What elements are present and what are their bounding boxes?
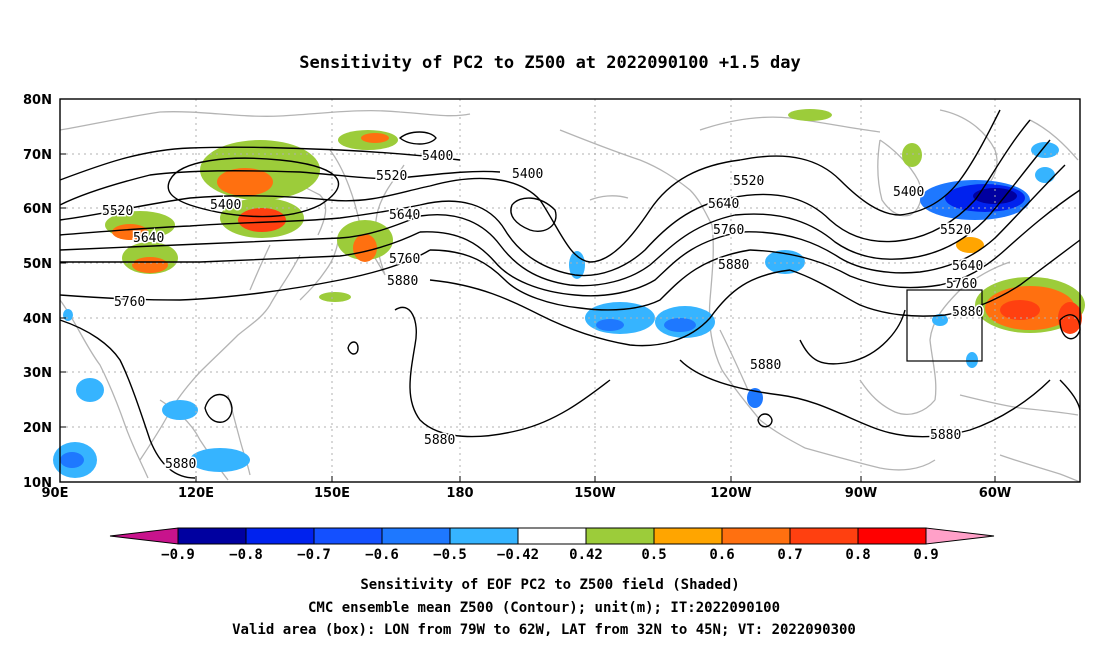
colorbar-label: −0.5 [433, 547, 467, 563]
contour-labels: 5520 5640 5760 5400 5880 5400 5520 5640 … [101, 148, 985, 474]
colorbar: −0.9 −0.8 −0.7 −0.6 −0.5 −0.42 0.42 0.5 0.6 0.7 0.… [109, 527, 995, 563]
colorbar-box [313, 527, 383, 545]
colorbar-low-extend [109, 527, 179, 545]
colorbar-box [381, 527, 451, 545]
contour-label: 5400 [210, 198, 241, 213]
colorbar-high-extend [925, 527, 995, 545]
contour-label: 5760 [114, 295, 145, 310]
colorbar-label: 0.7 [777, 547, 802, 563]
contour-label: 5880 [424, 433, 455, 448]
contour-label: 5400 [893, 185, 924, 200]
lat-label: 50N [23, 257, 52, 272]
colorbar-label: −0.8 [229, 547, 263, 563]
lon-label: 90E [42, 486, 69, 501]
lat-label: 60N [23, 202, 52, 217]
contour-label: 5760 [389, 252, 420, 267]
colorbar-box [857, 527, 927, 545]
valid-area-box [906, 289, 983, 362]
colorbar-box [585, 527, 655, 545]
lat-label: 40N [23, 312, 52, 327]
gridlines [60, 99, 1080, 482]
colorbar-label: −0.42 [497, 547, 539, 563]
lat-label: 80N [23, 93, 52, 108]
longitude-labels: 90E 120E 150E 180 150W 120W 90W 60W [42, 486, 1012, 501]
contour-label: 5520 [376, 169, 407, 184]
colorbar-box [245, 527, 315, 545]
contour-label: 5520 [733, 174, 764, 189]
lon-label: 120E [178, 486, 214, 501]
contour-label: 5880 [165, 457, 196, 472]
z500-contours [59, 109, 1081, 479]
contour-label: 5520 [102, 204, 133, 219]
contour-label: 5640 [389, 208, 420, 223]
lon-label: 90W [845, 486, 877, 501]
colorbar-label: 0.42 [569, 547, 603, 563]
lon-label: 150W [574, 486, 615, 501]
colorbar-label: −0.6 [365, 547, 399, 563]
contour-label: 5880 [718, 258, 749, 273]
axis-ticks [60, 153, 996, 482]
lon-label: 60W [979, 486, 1011, 501]
colorbar-label: −0.7 [297, 547, 331, 563]
lon-label: 180 [446, 486, 473, 501]
caption-line-1: Sensitivity of EOF PC2 to Z500 field (Sh… [360, 577, 739, 593]
lat-label: 20N [23, 421, 52, 436]
colorbar-box [517, 527, 587, 545]
caption-line-2: CMC ensemble mean Z500 (Contour); unit(m… [308, 600, 780, 616]
colorbar-label: 0.8 [845, 547, 870, 563]
contour-label: 5640 [708, 197, 739, 212]
contour-label: 5640 [133, 231, 164, 246]
colorbar-box [721, 527, 791, 545]
latitude-labels: 80N 70N 60N 50N 40N 30N 20N 10N [23, 93, 52, 491]
lon-label: 120W [710, 486, 751, 501]
contour-label: 5400 [512, 167, 543, 182]
colorbar-box [653, 527, 723, 545]
figure-title: Sensitivity of PC2 to Z500 at 2022090100… [299, 53, 801, 73]
contour-label: 5880 [952, 305, 983, 320]
colorbar-box [177, 527, 247, 545]
contour-label: 5880 [750, 358, 781, 373]
contour-label: 5640 [952, 259, 983, 274]
colorbar-label: 0.6 [709, 547, 734, 563]
colorbar-label: 0.5 [641, 547, 666, 563]
lat-label: 30N [23, 366, 52, 381]
lat-label: 70N [23, 148, 52, 163]
contour-label: 5880 [930, 428, 961, 443]
contour-label: 5760 [713, 223, 744, 238]
colorbar-label: 0.9 [913, 547, 938, 563]
contour-label: 5760 [946, 277, 977, 292]
lon-label: 150E [314, 486, 350, 501]
contour-label: 5400 [422, 149, 453, 164]
map-panel: 5520 5640 5760 5400 5880 5400 5520 5640 … [53, 98, 1085, 483]
contour-label: 5520 [940, 223, 971, 238]
colorbar-box [449, 527, 519, 545]
colorbar-label: −0.9 [161, 547, 195, 563]
contour-label: 5880 [387, 274, 418, 289]
lat-label: 10N [23, 476, 52, 491]
caption-line-3: Valid area (box): LON from 79W to 62W, L… [232, 622, 856, 638]
colorbar-box [789, 527, 859, 545]
